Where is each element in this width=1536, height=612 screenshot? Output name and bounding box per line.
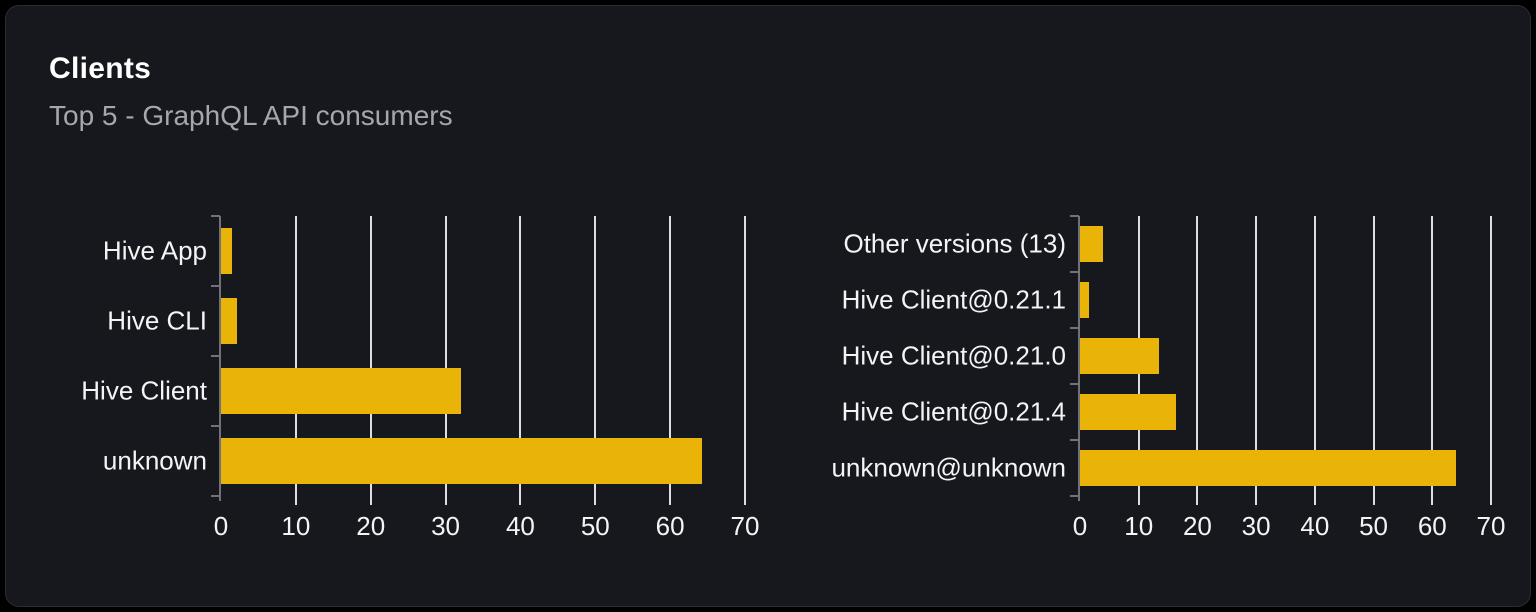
category-label: Other versions (13) <box>843 228 1066 259</box>
x-tick-label: 20 <box>1182 511 1212 541</box>
y-axis-tick <box>211 285 220 287</box>
bar-hive-app[interactable] <box>221 228 233 274</box>
gridline <box>744 216 746 505</box>
x-tick-label: 0 <box>213 511 229 541</box>
category-label: Hive Client@0.21.1 <box>841 284 1066 315</box>
y-axis-tick <box>211 355 220 357</box>
clients-by-version-chart: Other versions (13) Hive Client@0.21.1 Hiv… <box>831 215 1505 541</box>
bar-row <box>221 426 745 496</box>
gridline <box>594 216 597 505</box>
x-tick-label: 30 <box>431 511 461 541</box>
gridline <box>294 216 297 505</box>
y-axis-tick <box>1070 327 1079 329</box>
x-tick-label: 40 <box>505 511 535 541</box>
clients-card: Clients Top 5 - GraphQL API consumers Hi… <box>5 5 1531 607</box>
y-axis-tick <box>1070 215 1079 217</box>
y-axis-tick <box>211 215 220 217</box>
bar-hive-client-0-21-4[interactable] <box>1080 393 1177 431</box>
y-axis-tick <box>1070 271 1079 273</box>
gridline <box>1431 216 1434 505</box>
x-tick-label: 50 <box>580 511 610 541</box>
gridline <box>1313 216 1316 505</box>
x-tick-label: 60 <box>1417 511 1447 541</box>
x-tick-label: 60 <box>655 511 685 541</box>
x-tick-label: 50 <box>1359 511 1389 541</box>
bar-row <box>1080 216 1491 272</box>
y-axis-tick <box>1070 495 1079 497</box>
gridline <box>519 216 522 505</box>
y-axis-tick <box>211 425 220 427</box>
clients-by-name-chart: Hive App Hive CLI Hive Client unknown 0 10 20 3… <box>81 215 759 541</box>
y-axis-line <box>1078 216 1080 501</box>
category-label: unknown <box>102 445 207 476</box>
category-label: Hive App <box>102 235 207 266</box>
y-axis-tick <box>1070 439 1079 441</box>
bar-hive-client-0-21-0[interactable] <box>1080 337 1159 375</box>
bar-row <box>1080 328 1491 384</box>
gridline <box>1255 216 1258 505</box>
x-tick-label: 40 <box>1300 511 1330 541</box>
card-subtitle: Top 5 - GraphQL API consumers <box>49 100 453 131</box>
gridline <box>1196 216 1199 505</box>
bar-other-versions-13-[interactable] <box>1080 225 1103 263</box>
bar-hive-cli[interactable] <box>221 298 238 344</box>
bar-row <box>221 286 745 356</box>
card-title: Clients <box>49 52 152 85</box>
x-tick-label: 70 <box>1476 511 1506 541</box>
bar-row <box>1080 384 1491 440</box>
category-label: Hive Client <box>81 375 207 406</box>
bar-row <box>1080 272 1491 328</box>
gridline <box>444 216 447 505</box>
gridline <box>1490 216 1492 505</box>
bar-unknown-unknown[interactable] <box>1080 449 1456 487</box>
y-axis-tick <box>211 495 220 497</box>
gridline <box>669 216 672 505</box>
category-label: Hive CLI <box>107 305 207 336</box>
bar-hive-client-0-21-1[interactable] <box>1080 281 1090 319</box>
bar-row <box>1080 440 1491 496</box>
bar-row <box>221 356 745 426</box>
gridline <box>1372 216 1375 505</box>
x-tick-label: 10 <box>1124 511 1154 541</box>
x-tick-label: 70 <box>730 511 760 541</box>
bar-hive-client[interactable] <box>221 368 461 414</box>
bar-unknown[interactable] <box>221 438 702 484</box>
bar-row <box>221 216 745 286</box>
x-tick-label: 30 <box>1241 511 1271 541</box>
x-tick-label: 0 <box>1072 511 1088 541</box>
gridline <box>369 216 372 505</box>
category-label: Hive Client@0.21.4 <box>841 396 1066 427</box>
x-tick-label: 10 <box>281 511 311 541</box>
category-label: unknown@unknown <box>831 452 1066 483</box>
y-axis-tick <box>1070 383 1079 385</box>
x-tick-label: 20 <box>356 511 386 541</box>
category-label: Hive Client@0.21.0 <box>841 340 1066 371</box>
y-axis-line <box>219 216 221 501</box>
